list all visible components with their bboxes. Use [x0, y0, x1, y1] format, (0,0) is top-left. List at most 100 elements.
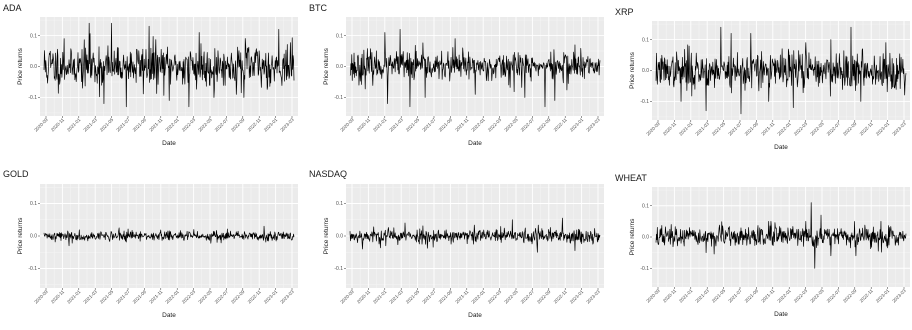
x-tick-label: 2022-03 — [487, 117, 503, 133]
x-tick-label: 2021-05 — [405, 289, 421, 305]
x-tick-label: 2020-11 — [50, 289, 66, 305]
x-tick-label: 2020-11 — [356, 289, 372, 305]
x-tick-label: 2021-05 — [99, 289, 115, 305]
x-tick-label: 2022-11 — [247, 117, 263, 133]
x-tick-label: 2022-11 — [553, 289, 569, 305]
x-tick-label: 2023-01 — [263, 117, 279, 133]
x-tick-label: 2021-01 — [372, 289, 388, 305]
x-tick-label: 2022-05 — [197, 117, 213, 133]
chart-panel-xrp: XRP 0.1 0.0 -0.1 2020-09 2020-11 2021-01 2021-0… — [612, 4, 912, 164]
x-tick-label: 2021-09 — [438, 117, 454, 133]
x-tick-label: 2023-01 — [569, 289, 585, 305]
x-tick-label: 2022-09 — [536, 117, 552, 133]
x-tick-label: 2023-03 — [279, 289, 295, 305]
x-tick-label: 2022-09 — [230, 117, 246, 133]
chart-title: XRP — [615, 7, 634, 17]
y-tick-label: 0.0 — [642, 235, 649, 241]
x-tick-label: 2020-11 — [662, 121, 678, 137]
x-axis-title: Date — [468, 312, 482, 319]
y-axis-title: Price returns — [17, 217, 24, 255]
x-tick-label: 2021-03 — [694, 121, 710, 137]
x-tick-label: 2023-01 — [263, 289, 279, 305]
y-tick-label: -0.1 — [334, 266, 343, 272]
x-tick-label: 2021-05 — [711, 121, 727, 137]
x-tick-label: 2020-09 — [339, 289, 355, 305]
series-line — [43, 225, 295, 247]
chart-title: GOLD — [3, 169, 29, 179]
chart-panel-gold: GOLD 0.1 0.0 -0.1 2020-09 2020-11 2021-01 2021-… — [0, 166, 300, 330]
x-tick-label: 2020-11 — [50, 117, 66, 133]
y-tick-label: 0.0 — [30, 234, 37, 240]
x-tick-label: 2021-11 — [148, 117, 164, 133]
x-tick-label: 2021-07 — [115, 289, 131, 305]
x-tick-label: 2022-01 — [164, 117, 180, 133]
x-tick-label: 2021-11 — [148, 289, 164, 305]
x-tick-label: 2021-07 — [421, 117, 437, 133]
x-tick-label: 2022-09 — [230, 289, 246, 305]
y-tick-label: -0.1 — [28, 266, 37, 272]
x-tick-label: 2021-07 — [727, 288, 743, 304]
y-tick-label: 0.1 — [336, 201, 343, 207]
x-tick-label: 2021-03 — [82, 289, 98, 305]
x-tick-label: 2021-09 — [132, 289, 148, 305]
series-line — [349, 217, 601, 253]
x-tick-label: 2021-01 — [678, 288, 694, 304]
x-tick-label: 2020-11 — [662, 288, 678, 304]
x-tick-label: 2022-03 — [793, 288, 809, 304]
y-axis-title: Price returns — [629, 218, 636, 256]
x-tick-label: 2021-05 — [99, 117, 115, 133]
chart-panel-wheat: WHEAT 0.1 0.0 -0.1 2020-09 2020-11 2021-01 2021… — [612, 170, 912, 330]
chart-title: WHEAT — [615, 173, 647, 183]
x-tick-label: 2022-01 — [470, 289, 486, 305]
x-tick-label: 2023-03 — [891, 121, 907, 137]
x-tick-label: 2022-05 — [503, 117, 519, 133]
chart-title: BTC — [309, 3, 328, 13]
chart-panel-btc: BTC 0.1 0.0 -0.1 2020-09 2020-11 2021-01 2021-0… — [306, 0, 606, 160]
y-tick-label: 0.1 — [30, 201, 37, 207]
y-tick-label: 0.0 — [642, 68, 649, 74]
x-axis-title: Date — [468, 140, 482, 147]
chart-panel-ada: ADA 0.1 0.0 -0.1 2020-09 2020-11 2021-01 2021-0… — [0, 0, 300, 160]
x-tick-label: 2023-03 — [891, 288, 907, 304]
x-tick-label: 2021-03 — [694, 288, 710, 304]
x-tick-label: 2021-05 — [711, 288, 727, 304]
x-tick-label: 2020-09 — [645, 288, 661, 304]
y-tick-label: 0.1 — [642, 37, 649, 43]
x-tick-label: 2022-05 — [197, 289, 213, 305]
x-tick-label: 2020-09 — [339, 117, 355, 133]
x-tick-label: 2021-09 — [438, 289, 454, 305]
y-tick-label: -0.1 — [334, 95, 343, 101]
x-tick-label: 2021-11 — [454, 117, 470, 133]
x-tick-label: 2020-09 — [645, 121, 661, 137]
x-tick-label: 2022-09 — [842, 288, 858, 304]
series-line — [655, 202, 907, 269]
x-tick-label: 2022-09 — [536, 289, 552, 305]
x-tick-label: 2022-09 — [842, 121, 858, 137]
x-tick-label: 2022-05 — [809, 288, 825, 304]
x-tick-label: 2022-01 — [776, 288, 792, 304]
y-tick-label: 0.1 — [30, 33, 37, 39]
x-tick-label: 2022-07 — [214, 117, 230, 133]
x-tick-label: 2022-01 — [164, 289, 180, 305]
x-tick-label: 2022-11 — [553, 117, 569, 133]
x-tick-label: 2022-03 — [181, 117, 197, 133]
y-tick-label: 0.0 — [336, 64, 343, 70]
chart-title: NASDAQ — [309, 169, 347, 179]
x-tick-label: 2022-07 — [826, 288, 842, 304]
x-axis-title: Date — [774, 311, 788, 318]
x-tick-label: 2022-07 — [520, 289, 536, 305]
x-tick-label: 2021-07 — [115, 117, 131, 133]
x-tick-label: 2022-01 — [776, 121, 792, 137]
x-tick-label: 2021-09 — [132, 117, 148, 133]
x-tick-label: 2023-01 — [875, 121, 891, 137]
y-axis-title: Price returns — [323, 47, 330, 85]
y-tick-label: -0.1 — [640, 99, 649, 105]
x-tick-label: 2022-01 — [470, 117, 486, 133]
x-tick-label: 2021-07 — [421, 289, 437, 305]
y-axis-title: Price returns — [323, 217, 330, 255]
x-tick-label: 2022-11 — [247, 289, 263, 305]
